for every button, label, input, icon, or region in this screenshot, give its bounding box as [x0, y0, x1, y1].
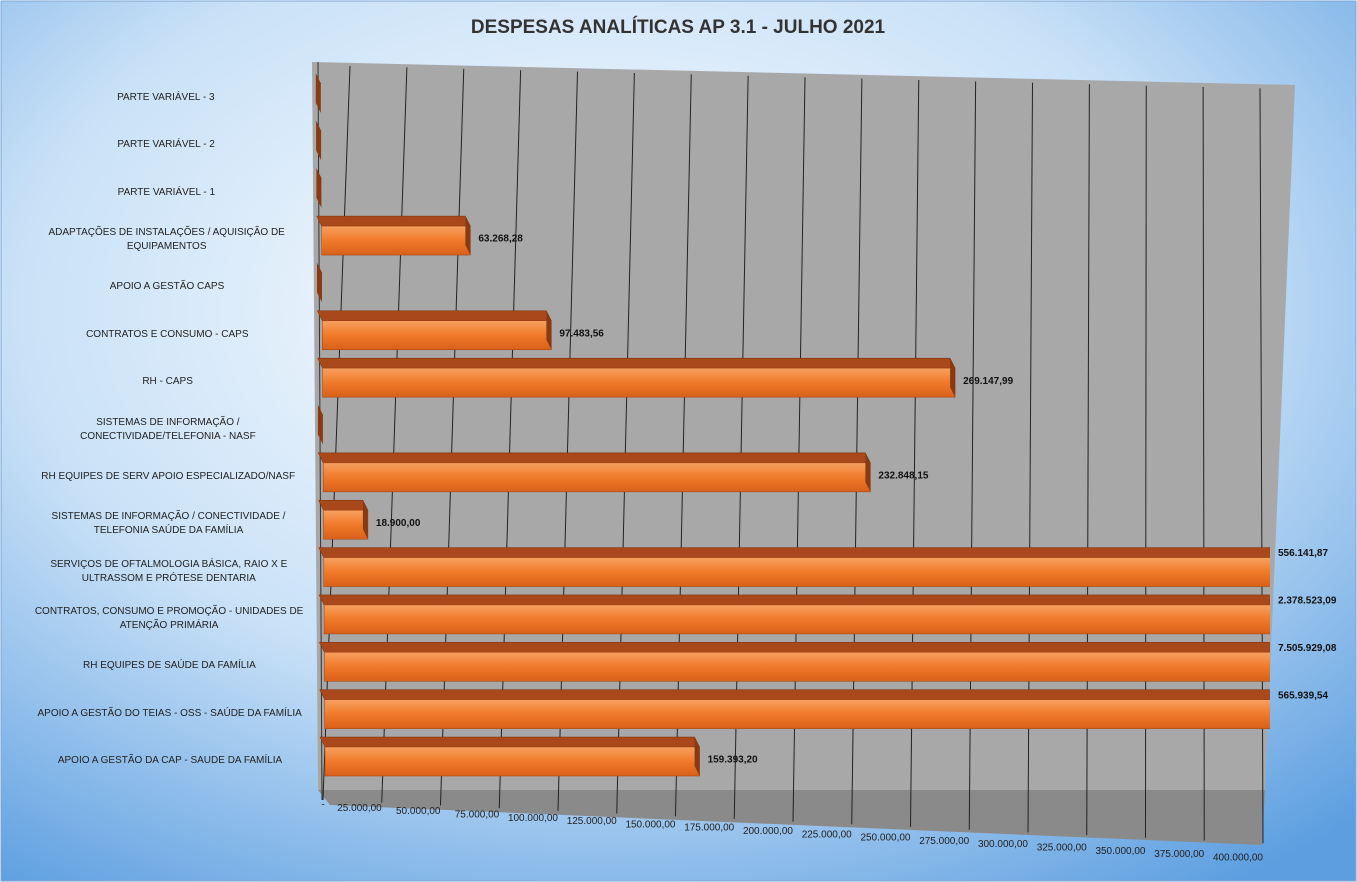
x-tick-label: 175.000,00	[684, 823, 734, 834]
x-tick-label: 200.000,00	[743, 826, 793, 837]
category-label: APOIO A GESTÃO DO TEIAS - OSS - SAÚDE DA…	[37, 707, 302, 719]
value-label: 269.147,99	[963, 376, 1013, 387]
x-tick-label: 275.000,00	[919, 836, 969, 847]
value-label: 97.483,56	[559, 328, 604, 339]
x-tick-label: 225.000,00	[802, 829, 852, 840]
x-tick-label: 25.000,00	[337, 803, 382, 814]
bar	[321, 225, 471, 256]
x-tick-label: 250.000,00	[860, 833, 910, 844]
bar	[324, 746, 700, 777]
value-label: 63.268,28	[478, 234, 523, 245]
x-tick-label: 125.000,00	[567, 816, 617, 827]
x-tick-label: 350.000,00	[1095, 846, 1145, 857]
category-label: SERVIÇOS DE OFTALMOLOGIA BÁSICA, RAIO X …	[50, 558, 288, 584]
bar	[322, 320, 552, 351]
category-label: RH - CAPS	[142, 376, 193, 388]
x-tick-label: 50.000,00	[396, 806, 441, 817]
value-label: 159.393,20	[708, 755, 758, 766]
grid-line	[440, 68, 465, 806]
category-label: CONTRATOS, CONSUMO E PROMOÇÃO - UNIDADES…	[34, 605, 304, 631]
bar-end	[465, 216, 471, 256]
value-label: 18.900,00	[376, 518, 421, 529]
bar-end	[317, 263, 322, 303]
bar-end	[316, 121, 322, 161]
bar-top	[319, 736, 700, 748]
bar	[324, 699, 1270, 729]
x-tick-label: -	[321, 800, 324, 811]
category-label: APOIO A GESTÃO CAPS	[109, 281, 225, 293]
bar	[323, 509, 369, 540]
category-label: APOIO A GESTÃO DA CAP - SAUDE DA FAMÍLIA	[57, 755, 283, 766]
bar-end	[546, 310, 552, 350]
bar	[323, 604, 1270, 635]
category-label: SISTEMAS DE INFORMAÇÃO / CONECTIVIDADE /…	[51, 511, 286, 537]
category-label: ADAPTAÇÕES DE INSTALAÇÕES / AQUISIÇÃO DE…	[48, 227, 285, 253]
bar	[324, 652, 1270, 682]
bar-top	[318, 547, 1270, 558]
category-label: PARTE VARIÁVEL - 1	[117, 186, 216, 198]
bar-end	[362, 500, 368, 540]
bar-end	[317, 405, 323, 445]
bar-top	[318, 642, 1270, 653]
x-tick-label: 325.000,00	[1037, 843, 1087, 854]
category-label: PARTE VARIÁVEL - 2	[117, 139, 215, 151]
bars	[315, 73, 1270, 777]
bar-top	[318, 594, 1270, 606]
category-label: RH EQUIPES DE SAÚDE DA FAMÍLIA	[82, 660, 256, 672]
bar-end	[315, 74, 321, 113]
value-label: 565.939,54	[1278, 690, 1328, 701]
x-tick-label: 100.000,00	[508, 813, 558, 824]
category-label: PARTE VARIÁVEL - 3	[117, 92, 215, 103]
bar-end	[694, 737, 700, 776]
x-tick-label: 400.000,00	[1213, 852, 1263, 863]
category-label: RH EQUIPES DE SERV APOIO ESPECIALIZADO/N…	[41, 470, 296, 482]
grid-line	[498, 70, 522, 809]
grid-line	[557, 71, 578, 811]
bar-top	[317, 357, 956, 369]
value-label: 232.848,15	[878, 470, 928, 481]
bar-top	[316, 310, 552, 322]
value-label: 2.378.523,09	[1278, 596, 1337, 607]
bar-top	[317, 452, 871, 464]
bar	[322, 367, 956, 398]
x-tick-label: 75.000,00	[455, 810, 500, 821]
x-tick-label: 375.000,00	[1154, 849, 1204, 860]
x-tick-label: 300.000,00	[978, 839, 1028, 850]
value-label: 556.141,87	[1278, 548, 1328, 559]
value-label: 7.505.929,08	[1278, 643, 1337, 654]
chart-title: DESPESAS ANALÍTICAS AP 3.1 - JULHO 2021	[471, 16, 886, 38]
bar-top	[319, 689, 1270, 700]
bar-top	[316, 215, 471, 227]
x-tick-label: 150.000,00	[625, 819, 675, 830]
category-label: CONTRATOS E CONSUMO - CAPS	[86, 328, 249, 340]
bar-end	[950, 358, 956, 398]
category-label: SISTEMAS DE INFORMAÇÃO / CONECTIVIDADE/T…	[80, 416, 256, 442]
bar-end	[316, 168, 322, 208]
bar-top	[318, 499, 369, 511]
bar	[323, 557, 1270, 587]
bar-end	[865, 452, 871, 492]
bar	[322, 462, 871, 493]
